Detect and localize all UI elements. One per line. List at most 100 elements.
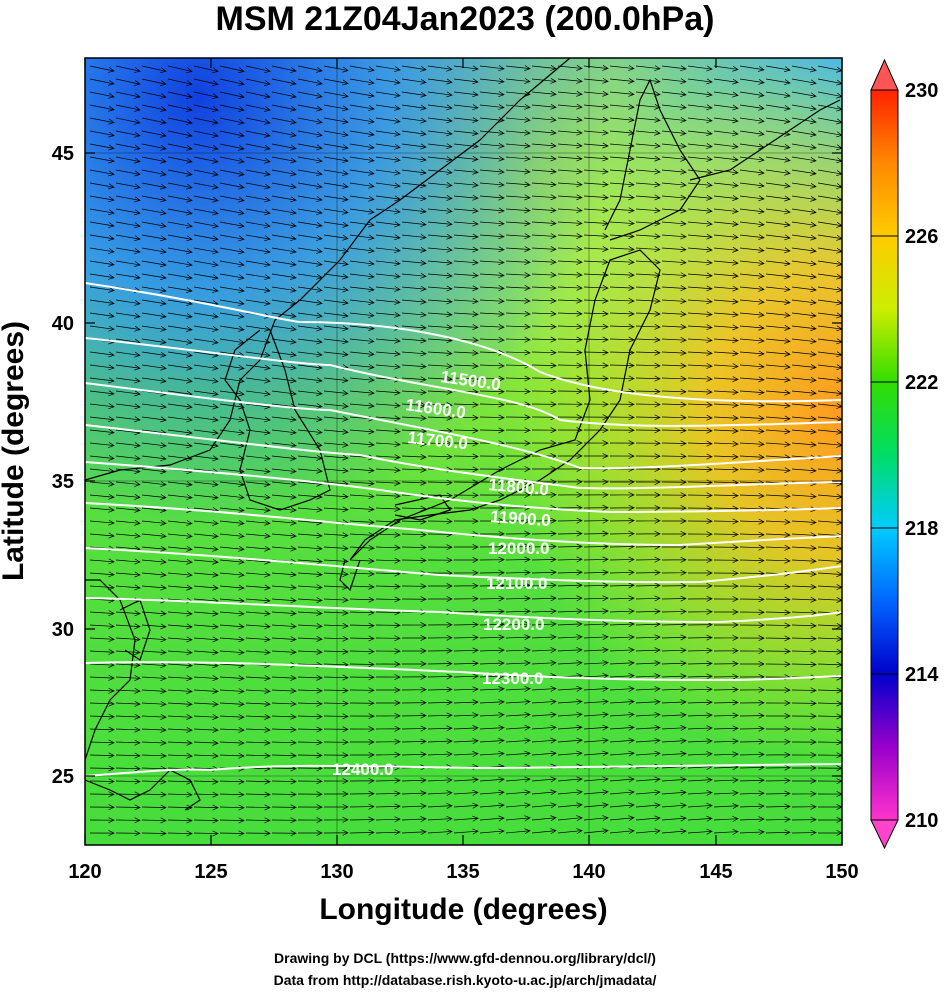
wind-arrow [375,712,401,719]
wind-arrow [375,441,401,448]
wind-arrow [713,647,739,654]
wind-arrow [817,765,842,772]
wind-arrow [687,169,713,175]
wind-arrow [167,247,193,255]
wind-arrow [687,789,713,796]
wind-arrow [297,182,323,190]
wind-arrow [89,752,115,759]
wind-arrow [661,117,687,123]
wind-arrow [375,169,401,176]
wind-arrow [713,790,739,797]
wind-arrow [765,130,791,137]
wind-arrow [245,429,271,436]
wind-arrow [375,480,401,486]
wind-arrow [89,247,115,254]
wind-arrow [167,804,193,811]
colorbar: 210 214 218 222 226 230 [870,58,939,850]
wind-arrow [427,712,453,719]
wind-arrow [713,777,739,784]
wind-arrow [791,325,817,332]
wind-arrow [609,142,635,149]
wind-arrow [661,246,687,253]
wind-arrow [401,195,427,202]
wind-arrow [219,804,245,811]
wind-arrow [713,492,739,499]
wind-arrow [115,739,141,746]
wind-arrow [427,220,453,227]
wind-arrow [765,648,791,655]
wind-arrow [635,427,661,434]
wind-arrow [765,519,791,525]
wind-arrow [817,597,842,603]
wind-arrow [661,453,687,460]
wind-arrow [817,234,842,241]
wind-arrow [687,220,713,227]
wind-arrow [401,208,427,215]
wind-arrow [115,182,141,190]
wind-arrow [167,143,193,151]
wind-arrow [635,750,661,757]
wind-arrow [89,390,115,397]
wind-arrow [349,104,375,112]
wind-arrow [375,363,401,370]
wind-arrow [453,802,479,809]
wind-arrow [297,636,323,642]
wind-arrow [89,91,115,99]
wind-arrow [271,545,297,552]
wind-arrow [609,194,635,201]
wind-arrow [141,156,167,164]
colorbar-label: 218 [905,518,938,540]
wind-arrow [583,815,609,822]
wind-arrow [479,815,505,822]
wind-arrow [713,78,739,85]
wind-arrow [427,544,453,551]
wind-arrow [401,816,427,823]
wind-arrow [765,467,791,474]
wind-arrow [401,660,427,667]
wind-arrow [479,556,505,563]
wind-arrow [713,531,739,538]
wind-arrow [687,414,713,421]
wind-arrow [89,739,115,746]
wind-arrow [453,569,479,576]
wind-arrow [609,737,635,744]
wind-arrow [505,466,531,472]
wind-arrow [765,65,791,73]
credit-data-source: Data from http://database.rish.kyoto-u.a… [273,972,657,988]
wind-arrow [609,711,635,718]
wind-arrow [713,738,739,745]
wind-arrow [791,156,817,163]
wind-arrow [349,351,375,357]
wind-arrow [401,829,427,835]
wind-arrow [739,117,765,124]
wind-arrow [427,828,453,835]
wind-arrow [609,259,635,265]
wind-arrow [453,272,479,279]
wind-arrow [141,649,167,656]
wind-arrow [687,233,713,240]
wind-vectors [89,65,842,837]
wind-arrow [557,750,583,757]
wind-arrow [661,181,687,188]
wind-arrow [791,247,817,254]
wind-arrow [713,660,739,667]
wind-arrow [271,791,297,798]
wind-arrow [661,737,687,744]
wind-arrow [401,156,427,163]
wind-arrow [531,323,557,330]
wind-arrow [141,830,167,837]
wind-arrow [791,130,817,138]
wind-arrow [167,130,193,138]
wind-arrow [687,647,713,654]
wind-arrow [791,169,817,176]
wind-arrow [739,738,765,745]
wind-arrow [661,673,687,680]
wind-arrow [219,558,245,565]
wind-arrow [271,182,297,190]
wind-arrow [583,271,609,278]
y-tick-label: 30 [52,619,74,641]
wind-arrow [635,142,661,149]
wind-arrow [115,156,141,164]
wind-arrow [245,610,271,617]
wind-arrow [583,569,609,576]
